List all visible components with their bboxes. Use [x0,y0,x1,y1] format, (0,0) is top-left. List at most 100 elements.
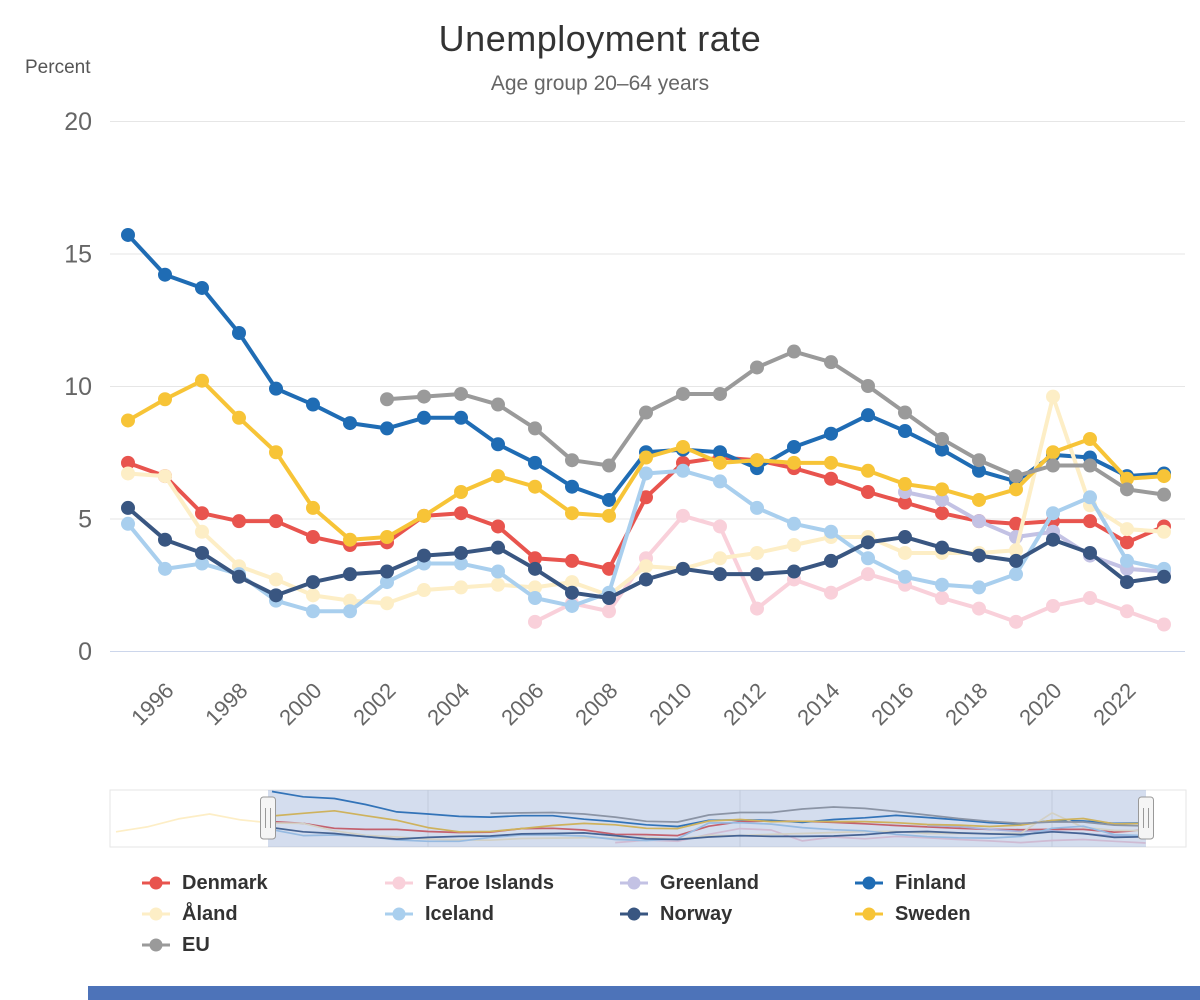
point-denmark-2017[interactable] [935,506,949,521]
point-eu-2022[interactable] [1120,482,1134,497]
point-sweden-1999[interactable] [269,445,283,460]
point-norway-2004[interactable] [454,545,468,560]
point-sweden-1998[interactable] [232,410,246,425]
point--land-1997[interactable] [195,524,209,539]
point--land-2011[interactable] [713,551,727,566]
point-denmark-2008[interactable] [602,561,616,576]
point-sweden-2019[interactable] [1009,482,1023,497]
point-sweden-2001[interactable] [343,532,357,547]
point-sweden-2003[interactable] [417,508,431,523]
point-denmark-1997[interactable] [195,506,209,521]
point-denmark-2005[interactable] [491,519,505,534]
navigator-selected-range[interactable] [268,790,1146,847]
point-eu-2014[interactable] [824,355,838,370]
point-iceland-2014[interactable] [824,524,838,539]
point-sweden-2013[interactable] [787,455,801,470]
point-faroe-islands-2015[interactable] [861,567,875,582]
point-norway-2005[interactable] [491,540,505,555]
legend-item-norway[interactable]: Norway [620,901,855,927]
legend-item--land[interactable]: Åland [142,901,385,927]
point-denmark-1998[interactable] [232,514,246,529]
point-faroe-islands-2022[interactable] [1120,604,1134,619]
point-eu-2002[interactable] [380,392,394,407]
point-sweden-2006[interactable] [528,479,542,494]
point-iceland-2020[interactable] [1046,506,1060,521]
point-sweden-2016[interactable] [898,477,912,492]
point-norway-2021[interactable] [1083,545,1097,560]
point-faroe-islands-2008[interactable] [602,604,616,619]
point-iceland-2001[interactable] [343,604,357,619]
point-finland-2017[interactable] [935,442,949,457]
point-norway-2013[interactable] [787,564,801,579]
point-sweden-2004[interactable] [454,485,468,499]
point-eu-2018[interactable] [972,453,986,468]
point-eu-2011[interactable] [713,386,727,401]
point-norway-2003[interactable] [417,548,431,563]
point-sweden-2023[interactable] [1157,469,1171,484]
point-finland-1996[interactable] [158,267,172,282]
legend-item-sweden[interactable]: Sweden [855,901,971,927]
point-sweden-2011[interactable] [713,455,727,470]
point-iceland-2009[interactable] [639,466,653,481]
point-norway-1995[interactable] [121,500,135,515]
point-finland-2004[interactable] [454,410,468,425]
point--land-2020[interactable] [1046,389,1060,404]
point-sweden-2012[interactable] [750,453,764,468]
point-iceland-2015[interactable] [861,551,875,566]
point-sweden-1997[interactable] [195,373,209,388]
point-faroe-islands-2006[interactable] [528,614,542,629]
point-denmark-2021[interactable] [1083,514,1097,529]
point-denmark-2006[interactable] [528,551,542,566]
point-faroe-islands-2011[interactable] [713,519,727,534]
point-eu-2004[interactable] [454,386,468,401]
point-faroe-islands-2020[interactable] [1046,598,1060,613]
point-iceland-2021[interactable] [1083,490,1097,505]
point--land-2006[interactable] [528,580,542,595]
point-faroe-islands-2012[interactable] [750,601,764,616]
point-norway-2002[interactable] [380,564,394,579]
point--land-2003[interactable] [417,583,431,598]
point-finland-2002[interactable] [380,421,394,436]
point--land-1995[interactable] [121,466,135,481]
point-greenland-2017[interactable] [935,492,949,507]
point-norway-2009[interactable] [639,572,653,587]
point-sweden-2000[interactable] [306,500,320,515]
point-norway-2023[interactable] [1157,569,1171,584]
navigator-handle-left[interactable] [260,796,276,840]
point--land-2022[interactable] [1120,522,1134,537]
point-denmark-2009[interactable] [639,490,653,505]
point-faroe-islands-2023[interactable] [1157,617,1171,632]
bottom-scroll-bar[interactable] [88,986,1200,1000]
point-sweden-1995[interactable] [121,413,135,428]
point--land-2019[interactable] [1009,543,1023,558]
point-finland-2000[interactable] [306,397,320,412]
point-iceland-2019[interactable] [1009,567,1023,582]
point--land-2009[interactable] [639,559,653,574]
navigator-handle-right-grip[interactable] [1138,796,1154,840]
point-finland-2018[interactable] [972,463,986,478]
point-norway-2011[interactable] [713,567,727,582]
point-finland-2011[interactable] [713,445,727,460]
point-finland-1998[interactable] [232,326,246,340]
point-eu-2007[interactable] [565,453,579,468]
point-norway-2007[interactable] [565,585,579,600]
point-denmark-1999[interactable] [269,514,283,529]
point-norway-2014[interactable] [824,553,838,568]
point-sweden-1996[interactable] [158,392,172,407]
point-denmark-2007[interactable] [565,553,579,568]
point-norway-1996[interactable] [158,532,172,547]
point-iceland-2002[interactable] [380,575,394,590]
point-finland-2007[interactable] [565,479,579,494]
point-iceland-2013[interactable] [787,516,801,531]
point-eu-2020[interactable] [1046,458,1060,473]
legend-item-iceland[interactable]: Iceland [385,901,620,927]
point-norway-2022[interactable] [1120,575,1134,590]
point--land-2016[interactable] [898,545,912,560]
point-finland-2005[interactable] [491,437,505,452]
point-denmark-1995[interactable] [121,455,135,470]
point--land-2023[interactable] [1157,524,1171,539]
point-iceland-2012[interactable] [750,500,764,515]
point-iceland-1997[interactable] [195,556,209,571]
legend-item-greenland[interactable]: Greenland [620,870,855,896]
point-denmark-2004[interactable] [454,506,468,521]
